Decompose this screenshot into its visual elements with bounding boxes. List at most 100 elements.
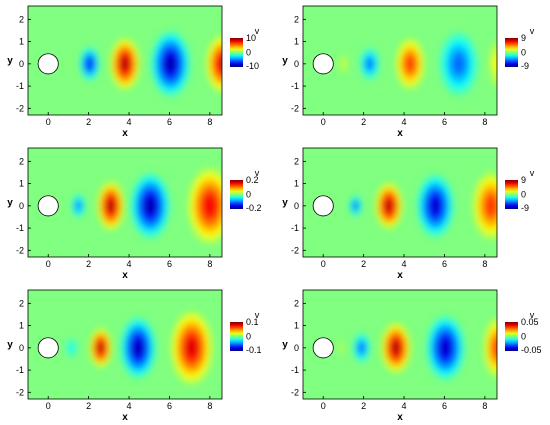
colorbar-title: v	[530, 168, 535, 178]
x-tick-label: 8	[207, 259, 212, 269]
vortex-contour-ring	[165, 55, 176, 73]
y-tick-label: 2	[19, 298, 24, 308]
colorbar-label: 0.05	[521, 317, 539, 327]
vortex-contour-ring	[494, 57, 497, 71]
vortex-contour-ring	[440, 339, 451, 357]
x-tick-label: 6	[167, 259, 172, 269]
x-tick-label: 4	[127, 117, 132, 127]
x-tick-label: 8	[207, 401, 212, 411]
vortex-contour-ring	[359, 343, 364, 352]
colorbar-label: -10	[246, 61, 259, 71]
y-tick-label: 1	[19, 321, 24, 331]
x-tick-label: 6	[442, 259, 447, 269]
vortex-contour-ring	[97, 342, 104, 353]
vortex-contour-ring	[217, 56, 222, 72]
x-tick-label: 6	[442, 401, 447, 411]
colorbar	[230, 180, 243, 209]
x-axis-label: x	[397, 128, 403, 139]
x-tick-label: 2	[86, 259, 91, 269]
x-tick-label: 4	[402, 259, 407, 269]
y-tick-label: -1	[16, 365, 24, 375]
y-tick-label: 2	[19, 156, 24, 166]
cylinder-body	[312, 337, 334, 359]
y-axis-label: y	[7, 56, 13, 67]
x-axis-label: x	[122, 412, 128, 423]
x-tick-label: 6	[167, 401, 172, 411]
colorbar-title: v	[255, 168, 260, 178]
y-tick-label: 0	[19, 201, 24, 211]
x-tick-label: 8	[207, 117, 212, 127]
colorbar-label: 0	[521, 48, 526, 58]
vortex-contour-ring	[486, 197, 496, 215]
y-tick-label: 0	[19, 343, 24, 353]
vortex-blob	[488, 38, 497, 89]
y-axis-label: y	[282, 198, 288, 209]
y-tick-label: 1	[294, 37, 299, 47]
vortex-blob	[89, 327, 113, 368]
colorbar-label: 0	[246, 332, 251, 342]
y-tick-label: -2	[16, 245, 24, 255]
colorbar-label: -0.2	[246, 203, 262, 213]
vortex-contour-ring	[76, 202, 81, 210]
x-tick-label: 4	[402, 401, 407, 411]
vortex-contour-ring	[406, 57, 414, 71]
colorbar	[505, 180, 518, 209]
x-tick-label: 0	[46, 117, 51, 127]
vortex-blob	[150, 30, 191, 98]
plot-frame	[302, 289, 498, 400]
plot-frame	[27, 289, 223, 400]
vortex-contour-ring	[342, 61, 345, 67]
colorbar	[230, 322, 243, 351]
vortex-blob	[394, 37, 426, 91]
vortex-contour-ring	[65, 61, 69, 67]
contour-plot-svg: 0 2 4 6 8 2 1 0 -1 -2 x y v0.05 0 -0.05	[282, 289, 542, 423]
colorbar-title: v	[530, 26, 535, 36]
contour-plot-svg: 0 2 4 6 8 2 1 0 -1 -2 x y v9 0 -9	[282, 5, 535, 139]
y-tick-label: 0	[294, 201, 299, 211]
x-axis-label: x	[397, 270, 403, 281]
vortex-contour-ring	[493, 340, 497, 356]
x-tick-label: 2	[361, 117, 366, 127]
vortex-blob	[380, 322, 412, 374]
x-tick-label: 2	[361, 259, 366, 269]
vortex-contour-ring	[133, 339, 143, 356]
x-tick-label: 0	[321, 117, 326, 127]
y-tick-label: 1	[294, 321, 299, 331]
contour-panel-3: 0 2 4 6 8 2 1 0 -1 -2 x y v 0.2 0 -0.2	[0, 142, 275, 283]
vortex-blob	[374, 182, 403, 230]
vortex-blob	[61, 52, 73, 75]
vortex-blob	[119, 316, 157, 379]
vortex-contour-ring	[186, 338, 198, 358]
colorbar-label: -9	[521, 61, 529, 71]
x-tick-label: 2	[361, 401, 366, 411]
colorbar-label: 0	[521, 332, 526, 342]
vortex-contour-ring	[145, 197, 156, 215]
y-tick-label: -1	[291, 81, 299, 91]
vortex-contour-ring	[340, 345, 343, 351]
x-tick-label: 0	[46, 401, 51, 411]
x-axis-label: x	[122, 270, 128, 281]
y-tick-label: -2	[16, 103, 24, 113]
x-tick-label: 0	[321, 259, 326, 269]
vortex-blob	[352, 332, 371, 364]
vortex-blob	[79, 46, 100, 82]
colorbar	[505, 322, 518, 351]
colorbar-label: 10	[246, 33, 256, 43]
y-tick-label: 2	[294, 156, 299, 166]
y-axis-label: y	[282, 340, 288, 351]
colorbar-label: 0.1	[246, 317, 259, 327]
colorbar-label: 0	[246, 190, 251, 200]
x-tick-label: 8	[482, 401, 487, 411]
colorbar-label: 9	[521, 175, 526, 185]
vortex-contour-ring	[453, 55, 464, 73]
plot-frame	[302, 147, 498, 258]
y-tick-label: -1	[16, 223, 24, 233]
vortex-contour-ring	[392, 341, 400, 355]
x-tick-label: 6	[167, 117, 172, 127]
y-tick-label: 1	[19, 37, 24, 47]
y-tick-label: -2	[291, 245, 299, 255]
vortex-contour-ring	[69, 345, 74, 351]
colorbar-label: -9	[521, 203, 529, 213]
y-tick-label: -1	[16, 81, 24, 91]
